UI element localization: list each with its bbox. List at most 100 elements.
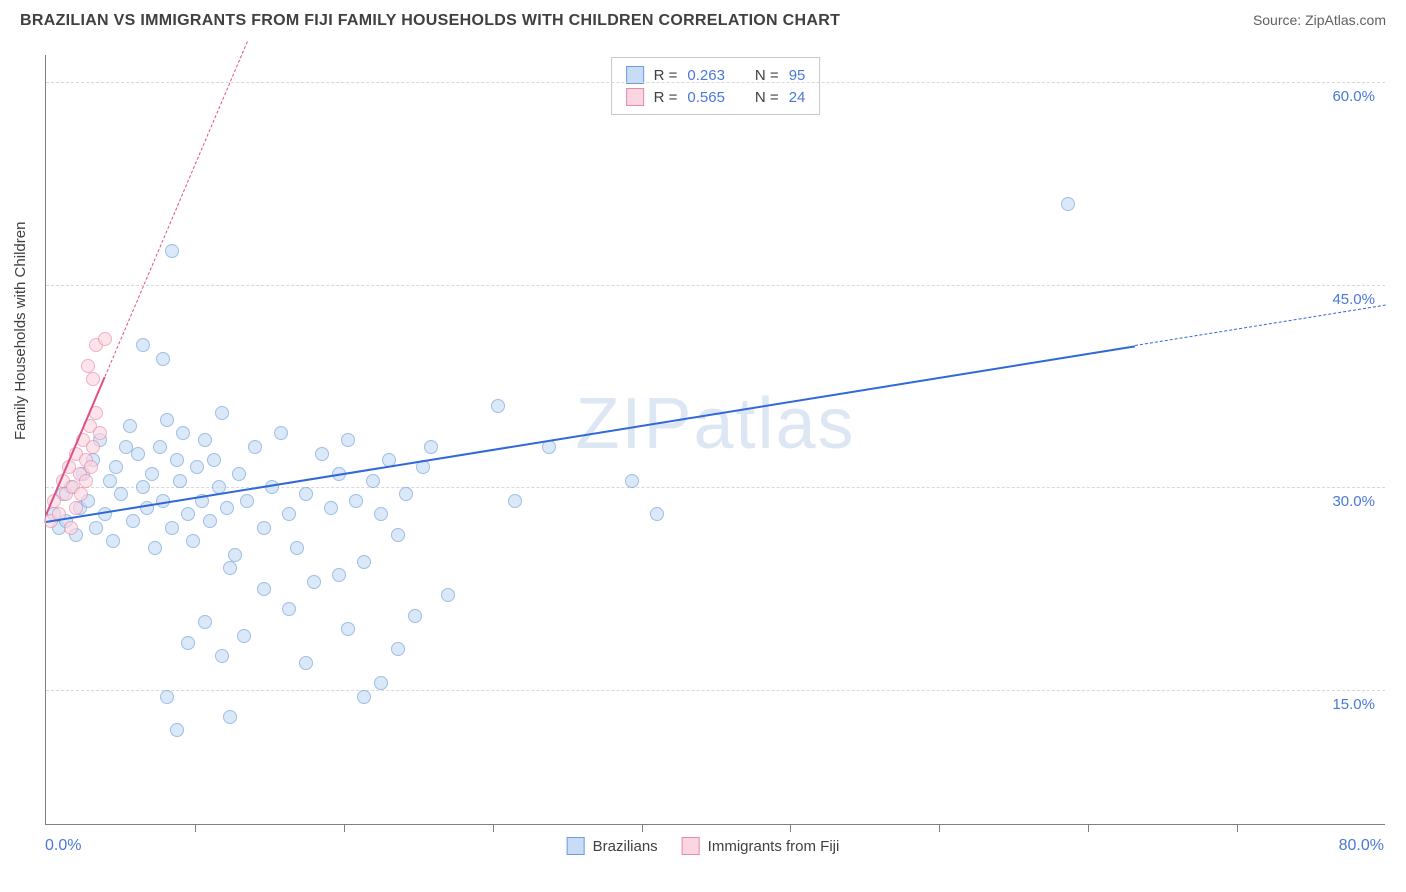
gridline (46, 690, 1385, 691)
scatter-point (148, 541, 162, 555)
scatter-point (81, 359, 95, 373)
scatter-point (198, 615, 212, 629)
scatter-plot-area: ZIPatlas R =0.263N =95R =0.565N =24 15.0… (45, 55, 1385, 825)
scatter-point (220, 501, 234, 515)
watermark: ZIPatlas (575, 383, 855, 465)
scatter-point (248, 440, 262, 454)
scatter-point (374, 507, 388, 521)
scatter-point (136, 480, 150, 494)
scatter-point (441, 588, 455, 602)
chart-title: BRAZILIAN VS IMMIGRANTS FROM FIJI FAMILY… (20, 12, 840, 30)
scatter-point (170, 453, 184, 467)
x-axis-tick (195, 824, 196, 832)
legend-r-label: R = (654, 67, 678, 84)
legend-n-value: 24 (789, 89, 806, 106)
x-axis-tick (1088, 824, 1089, 832)
scatter-point (215, 649, 229, 663)
legend-r-label: R = (654, 89, 678, 106)
legend-r-value: 0.565 (687, 89, 725, 106)
scatter-point (207, 453, 221, 467)
scatter-point (357, 690, 371, 704)
source-attribution: Source: ZipAtlas.com (1253, 12, 1386, 28)
scatter-point (391, 642, 405, 656)
scatter-point (160, 413, 174, 427)
scatter-point (374, 676, 388, 690)
gridline (46, 82, 1385, 83)
scatter-point (491, 399, 505, 413)
scatter-point (93, 426, 107, 440)
y-axis-tick-label: 60.0% (1332, 88, 1375, 105)
x-axis-tick (642, 824, 643, 832)
scatter-point (123, 419, 137, 433)
scatter-point (215, 406, 229, 420)
scatter-point (131, 447, 145, 461)
trend-line-extrapolated (1135, 305, 1386, 347)
scatter-point (232, 467, 246, 481)
scatter-point (106, 534, 120, 548)
scatter-point (240, 494, 254, 508)
scatter-point (145, 467, 159, 481)
scatter-point (237, 629, 251, 643)
scatter-point (103, 474, 117, 488)
y-axis-tick-label: 15.0% (1332, 696, 1375, 713)
scatter-point (1061, 197, 1075, 211)
legend-swatch (626, 88, 644, 106)
legend-swatch (567, 837, 585, 855)
series-legend-label: Brazilians (593, 838, 658, 855)
scatter-point (341, 433, 355, 447)
scatter-point (315, 447, 329, 461)
scatter-point (282, 507, 296, 521)
scatter-point (165, 244, 179, 258)
chart-header: BRAZILIAN VS IMMIGRANTS FROM FIJI FAMILY… (0, 0, 1406, 38)
correlation-legend: R =0.263N =95R =0.565N =24 (611, 57, 821, 115)
scatter-point (424, 440, 438, 454)
scatter-point (203, 514, 217, 528)
scatter-point (84, 460, 98, 474)
scatter-point (186, 534, 200, 548)
scatter-point (114, 487, 128, 501)
scatter-point (109, 460, 123, 474)
scatter-point (126, 514, 140, 528)
scatter-point (173, 474, 187, 488)
scatter-point (198, 433, 212, 447)
scatter-point (508, 494, 522, 508)
x-axis-tick (790, 824, 791, 832)
source-label: Source: (1253, 12, 1305, 28)
scatter-point (257, 521, 271, 535)
scatter-point (74, 487, 88, 501)
legend-n-label: N = (755, 67, 779, 84)
scatter-point (79, 474, 93, 488)
scatter-point (181, 636, 195, 650)
series-legend-item: Immigrants from Fiji (682, 837, 840, 855)
scatter-point (64, 521, 78, 535)
scatter-point (366, 474, 380, 488)
scatter-point (257, 582, 271, 596)
scatter-point (228, 548, 242, 562)
scatter-point (625, 474, 639, 488)
scatter-point (299, 656, 313, 670)
source-name: ZipAtlas.com (1305, 12, 1386, 28)
series-legend-label: Immigrants from Fiji (708, 838, 840, 855)
scatter-point (160, 690, 174, 704)
correlation-legend-row: R =0.565N =24 (626, 86, 806, 108)
scatter-point (399, 487, 413, 501)
gridline (46, 285, 1385, 286)
x-axis-min-label: 0.0% (45, 837, 81, 855)
scatter-point (153, 440, 167, 454)
x-axis-tick (1237, 824, 1238, 832)
scatter-point (391, 528, 405, 542)
legend-swatch (682, 837, 700, 855)
scatter-point (176, 426, 190, 440)
series-legend-item: Brazilians (567, 837, 658, 855)
scatter-point (307, 575, 321, 589)
scatter-point (650, 507, 664, 521)
x-axis-max-label: 80.0% (1339, 837, 1384, 855)
x-axis-tick (939, 824, 940, 832)
scatter-point (165, 521, 179, 535)
scatter-point (89, 521, 103, 535)
scatter-point (69, 501, 83, 515)
scatter-point (324, 501, 338, 515)
y-axis-tick-label: 45.0% (1332, 291, 1375, 308)
x-axis-tick (493, 824, 494, 832)
scatter-point (86, 372, 100, 386)
